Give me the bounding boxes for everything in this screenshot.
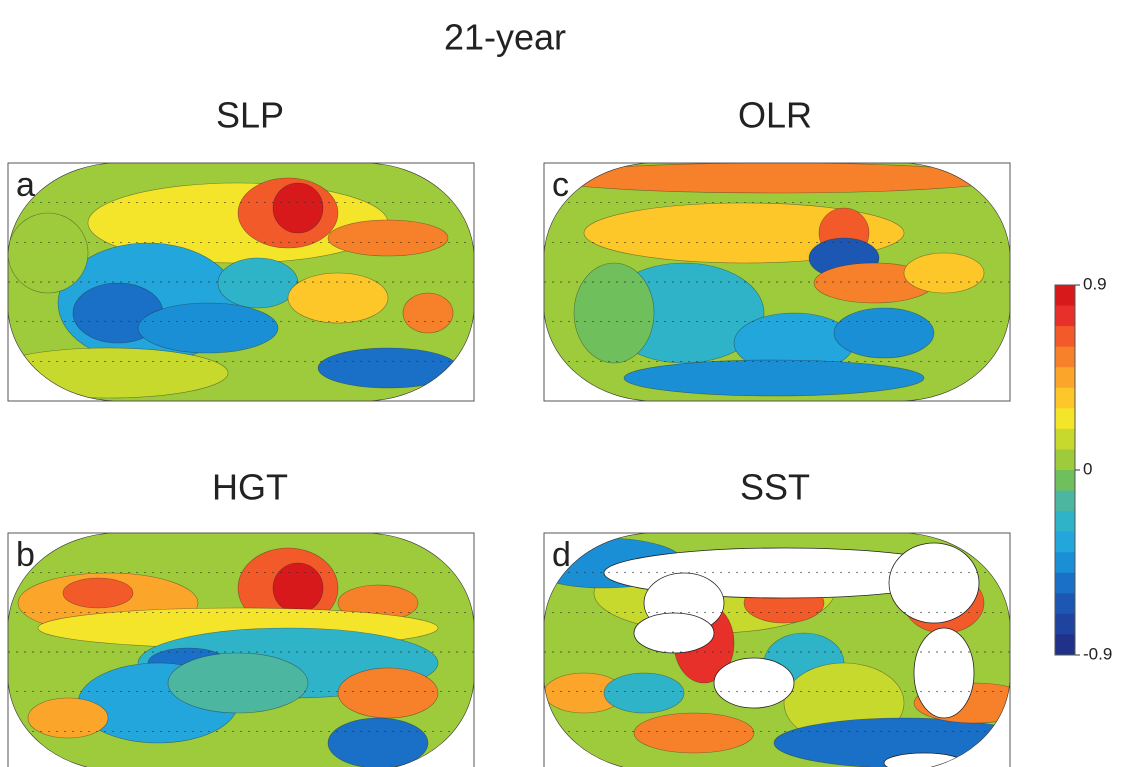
colorbar-tick-label: -0.9: [1083, 644, 1112, 663]
anomaly-region: [574, 263, 654, 363]
map: [8, 533, 474, 767]
anomaly-region: [0, 348, 228, 398]
land: [889, 543, 979, 623]
colorbar-swatch: [1055, 634, 1075, 655]
anomaly-region: [328, 718, 428, 767]
map-panel: a: [0, 163, 474, 401]
anomaly-region: [338, 668, 438, 718]
anomaly-region: [218, 258, 298, 308]
colorbar-swatch: [1055, 367, 1075, 388]
map: [544, 163, 1010, 401]
anomaly-region: [168, 653, 308, 713]
panel-label: a: [16, 166, 35, 204]
anomaly-region: [624, 360, 924, 396]
panel-label: b: [16, 536, 35, 574]
anomaly-region: [288, 273, 388, 323]
anomaly-region: [834, 308, 934, 358]
panel-label: c: [552, 166, 569, 204]
anomaly-region: [544, 163, 1004, 193]
panel-title: OLR: [738, 95, 812, 136]
colorbar-tick-label: 0.9: [1083, 274, 1107, 293]
anomaly-region: [403, 293, 453, 333]
colorbar-swatch: [1055, 285, 1075, 306]
figure-title: 21-year: [444, 17, 566, 58]
anomaly-region: [63, 578, 133, 608]
panel-title: SST: [740, 467, 810, 508]
colorbar-swatch: [1055, 532, 1075, 553]
land: [914, 628, 974, 718]
anomaly-region: [318, 348, 458, 388]
colorbar-swatch: [1055, 429, 1075, 450]
colorbar-swatch: [1055, 449, 1075, 470]
anomaly-region: [28, 698, 108, 738]
map: [0, 163, 474, 401]
map-panel: b: [8, 533, 474, 767]
panel-label: d: [552, 536, 571, 574]
colorbar-swatch: [1055, 573, 1075, 594]
panel-title: SLP: [216, 95, 284, 136]
map: [524, 533, 1034, 767]
colorbar-swatch: [1055, 470, 1075, 491]
panel-title: HGT: [212, 467, 288, 508]
map-panel: c: [544, 163, 1010, 401]
anomaly-region: [273, 183, 323, 233]
colorbar-swatch: [1055, 326, 1075, 347]
colorbar-swatch: [1055, 552, 1075, 573]
anomaly-region: [8, 213, 88, 293]
anomaly-region: [138, 303, 278, 353]
colorbar-swatch: [1055, 347, 1075, 368]
anomaly-region: [273, 563, 323, 613]
colorbar-swatch: [1055, 614, 1075, 635]
colorbar-swatch: [1055, 388, 1075, 409]
colorbar-swatch: [1055, 408, 1075, 429]
anomaly-region: [604, 673, 684, 713]
colorbar-swatch: [1055, 593, 1075, 614]
colorbar-swatch: [1055, 491, 1075, 512]
colorbar-tick-label: 0: [1083, 459, 1092, 478]
land: [714, 658, 794, 708]
anomaly-region: [328, 220, 448, 256]
colorbar-swatch: [1055, 306, 1075, 327]
colorbar-swatch: [1055, 511, 1075, 532]
anomaly-region: [634, 713, 754, 753]
page: {"title": "21-year", "panels": [ {"title…: [0, 0, 1134, 767]
land: [634, 613, 714, 653]
figure: 21-year SLP a OLR c HGT b SST d 0.9 0 -0.9: [0, 0, 1134, 767]
map-panel: d: [524, 533, 1034, 767]
anomaly-region: [904, 253, 984, 293]
